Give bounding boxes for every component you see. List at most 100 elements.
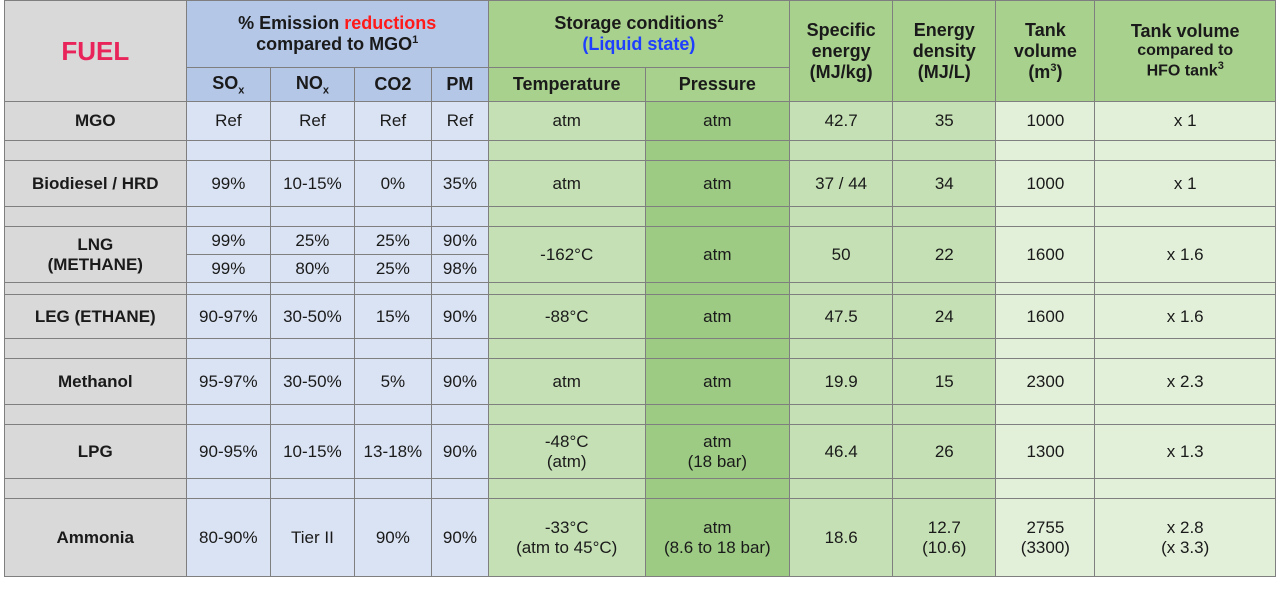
nox-cell: 80% <box>270 254 355 283</box>
tank-compare-sup: 3 <box>1217 60 1224 73</box>
emission-label-2: compared to MGO <box>256 34 413 54</box>
fuel-name: LEG (ETHANE) <box>4 294 187 339</box>
tank-compare-l1: x 2.8 <box>1166 517 1204 537</box>
tank-volume-l1: 2755 <box>1026 517 1065 537</box>
spacer-row <box>4 478 1276 499</box>
energy-density-l1: 12.7 <box>927 517 961 537</box>
energy-density-l2: (10.6) <box>922 537 967 557</box>
nox-cell: Ref <box>270 101 355 141</box>
fuel-name: Ammonia <box>4 498 187 577</box>
spacer-row <box>4 338 1276 359</box>
tank-volume-cell: 2755 (3300) <box>995 498 1096 577</box>
tank-volume-l2: (3300) <box>1020 537 1070 557</box>
tank-volume-cell: 1000 <box>995 101 1096 141</box>
tank-compare-cell: x 1.3 <box>1094 424 1276 479</box>
energy-density-cell: 12.7 (10.6) <box>892 498 997 577</box>
sox-header: SOx <box>185 67 272 102</box>
nox-cell: Tier II <box>270 498 355 577</box>
temperature-cell: atm <box>487 358 646 405</box>
tank-compare-cell: x 2.8 (x 3.3) <box>1094 498 1276 577</box>
tank-compare-cell: x 1 <box>1094 101 1276 141</box>
storage-footnote: 2 <box>717 13 724 25</box>
temperature-cell: -88°C <box>487 294 646 339</box>
tank-volume-sup: 3 <box>1050 61 1057 74</box>
specific-energy-header: Specific energy (MJ/kg) <box>789 0 894 102</box>
temperature-l1: -48°C <box>544 431 589 451</box>
specific-energy-cell: 42.7 <box>789 101 894 141</box>
temperature-cell: atm <box>487 160 646 207</box>
tank-volume-cell: 1600 <box>995 294 1096 339</box>
sox-cell: 99% <box>185 226 272 255</box>
sox-cell: 99% <box>185 254 272 283</box>
specific-energy-cell: 19.9 <box>789 358 894 405</box>
specific-energy-cell: 37 / 44 <box>789 160 894 207</box>
co2-cell: Ref <box>353 101 433 141</box>
pressure-cell: atm <box>644 101 791 141</box>
fuel-name: MGO <box>4 101 187 141</box>
table-row: LNG (METHANE) 99% 25% 25% 90% -162°C atm … <box>4 226 1276 283</box>
tank-volume-cell: 1600 <box>995 226 1096 283</box>
sox-sub: x <box>238 84 245 97</box>
fuel-name-l2: (METHANE) <box>47 254 143 274</box>
nox-sub: x <box>322 84 329 97</box>
emission-footnote: 1 <box>412 34 419 46</box>
specific-energy-cell: 18.6 <box>789 498 894 577</box>
specific-energy-l3: (MJ/kg) <box>809 61 873 82</box>
emission-label: % Emission <box>238 13 345 33</box>
pressure-l1: atm <box>703 517 732 537</box>
energy-density-cell: 22 <box>892 226 997 283</box>
tank-compare-l3: HFO tank <box>1146 62 1218 80</box>
fuel-name: Methanol <box>4 358 187 405</box>
energy-density-cell: 24 <box>892 294 997 339</box>
sox-cell: 80-90% <box>185 498 272 577</box>
co2-header: CO2 <box>353 67 433 102</box>
temperature-l2: (atm) <box>546 451 587 471</box>
co2-cell: 25% <box>353 254 433 283</box>
tank-volume-l2: volume <box>1013 40 1077 61</box>
nox-cell: 30-50% <box>270 358 355 405</box>
pressure-cell: atm <box>644 294 791 339</box>
tank-compare-cell: x 1 <box>1094 160 1276 207</box>
tank-compare-cell: x 2.3 <box>1094 358 1276 405</box>
pressure-cell: atm <box>644 358 791 405</box>
tank-compare-cell: x 1.6 <box>1094 294 1276 339</box>
table-row: Ammonia 80-90% Tier II 90% 90% -33°C (atm… <box>4 498 1276 577</box>
energy-density-cell: 15 <box>892 358 997 405</box>
tank-compare-l2: (x 3.3) <box>1161 537 1210 557</box>
pressure-l2: (18 bar) <box>687 451 748 471</box>
tank-compare-l1: Tank volume <box>1130 21 1240 42</box>
energy-density-l3: (MJ/L) <box>917 61 971 82</box>
sox-cell: Ref <box>185 101 272 141</box>
sox-label: SO <box>212 72 239 93</box>
spacer-row <box>4 404 1276 425</box>
fuel-comparison-table: FUEL % Emission reductions compared to M… <box>4 0 1276 577</box>
co2-cell: 90% <box>353 498 433 577</box>
co2-cell: 15% <box>353 294 433 339</box>
temperature-cell: -48°C (atm) <box>487 424 646 479</box>
specific-energy-cell: 50 <box>789 226 894 283</box>
emission-red-label: reductions <box>344 13 437 33</box>
co2-cell: 25% <box>353 226 433 255</box>
energy-density-cell: 26 <box>892 424 997 479</box>
tank-volume-l1: Tank <box>1025 19 1066 40</box>
tank-volume-cell: 2300 <box>995 358 1096 405</box>
pressure-header: Pressure <box>644 67 791 102</box>
pm-header: PM <box>431 67 489 102</box>
nox-cell: 25% <box>270 226 355 255</box>
nox-header: NOx <box>270 67 355 102</box>
energy-density-header: Energy density (MJ/L) <box>892 0 997 102</box>
storage-sub-label: (Liquid state) <box>582 34 696 54</box>
energy-density-cell: 34 <box>892 160 997 207</box>
nox-cell: 10-15% <box>270 424 355 479</box>
nox-cell: 30-50% <box>270 294 355 339</box>
energy-density-l2: density <box>912 40 976 61</box>
fuel-name: LPG <box>4 424 187 479</box>
pm-cell: 90% <box>431 226 489 255</box>
tank-volume-header: Tank volume (m3) <box>995 0 1096 102</box>
tank-compare-l2: compared to <box>1137 42 1234 60</box>
temperature-l2: (atm to 45°C) <box>516 537 618 557</box>
temperature-cell: -162°C <box>487 226 646 283</box>
specific-energy-cell: 46.4 <box>789 424 894 479</box>
table-row: Methanol 95-97% 30-50% 5% 90% atm atm 19… <box>4 358 1276 405</box>
fuel-header: FUEL <box>4 0 187 102</box>
